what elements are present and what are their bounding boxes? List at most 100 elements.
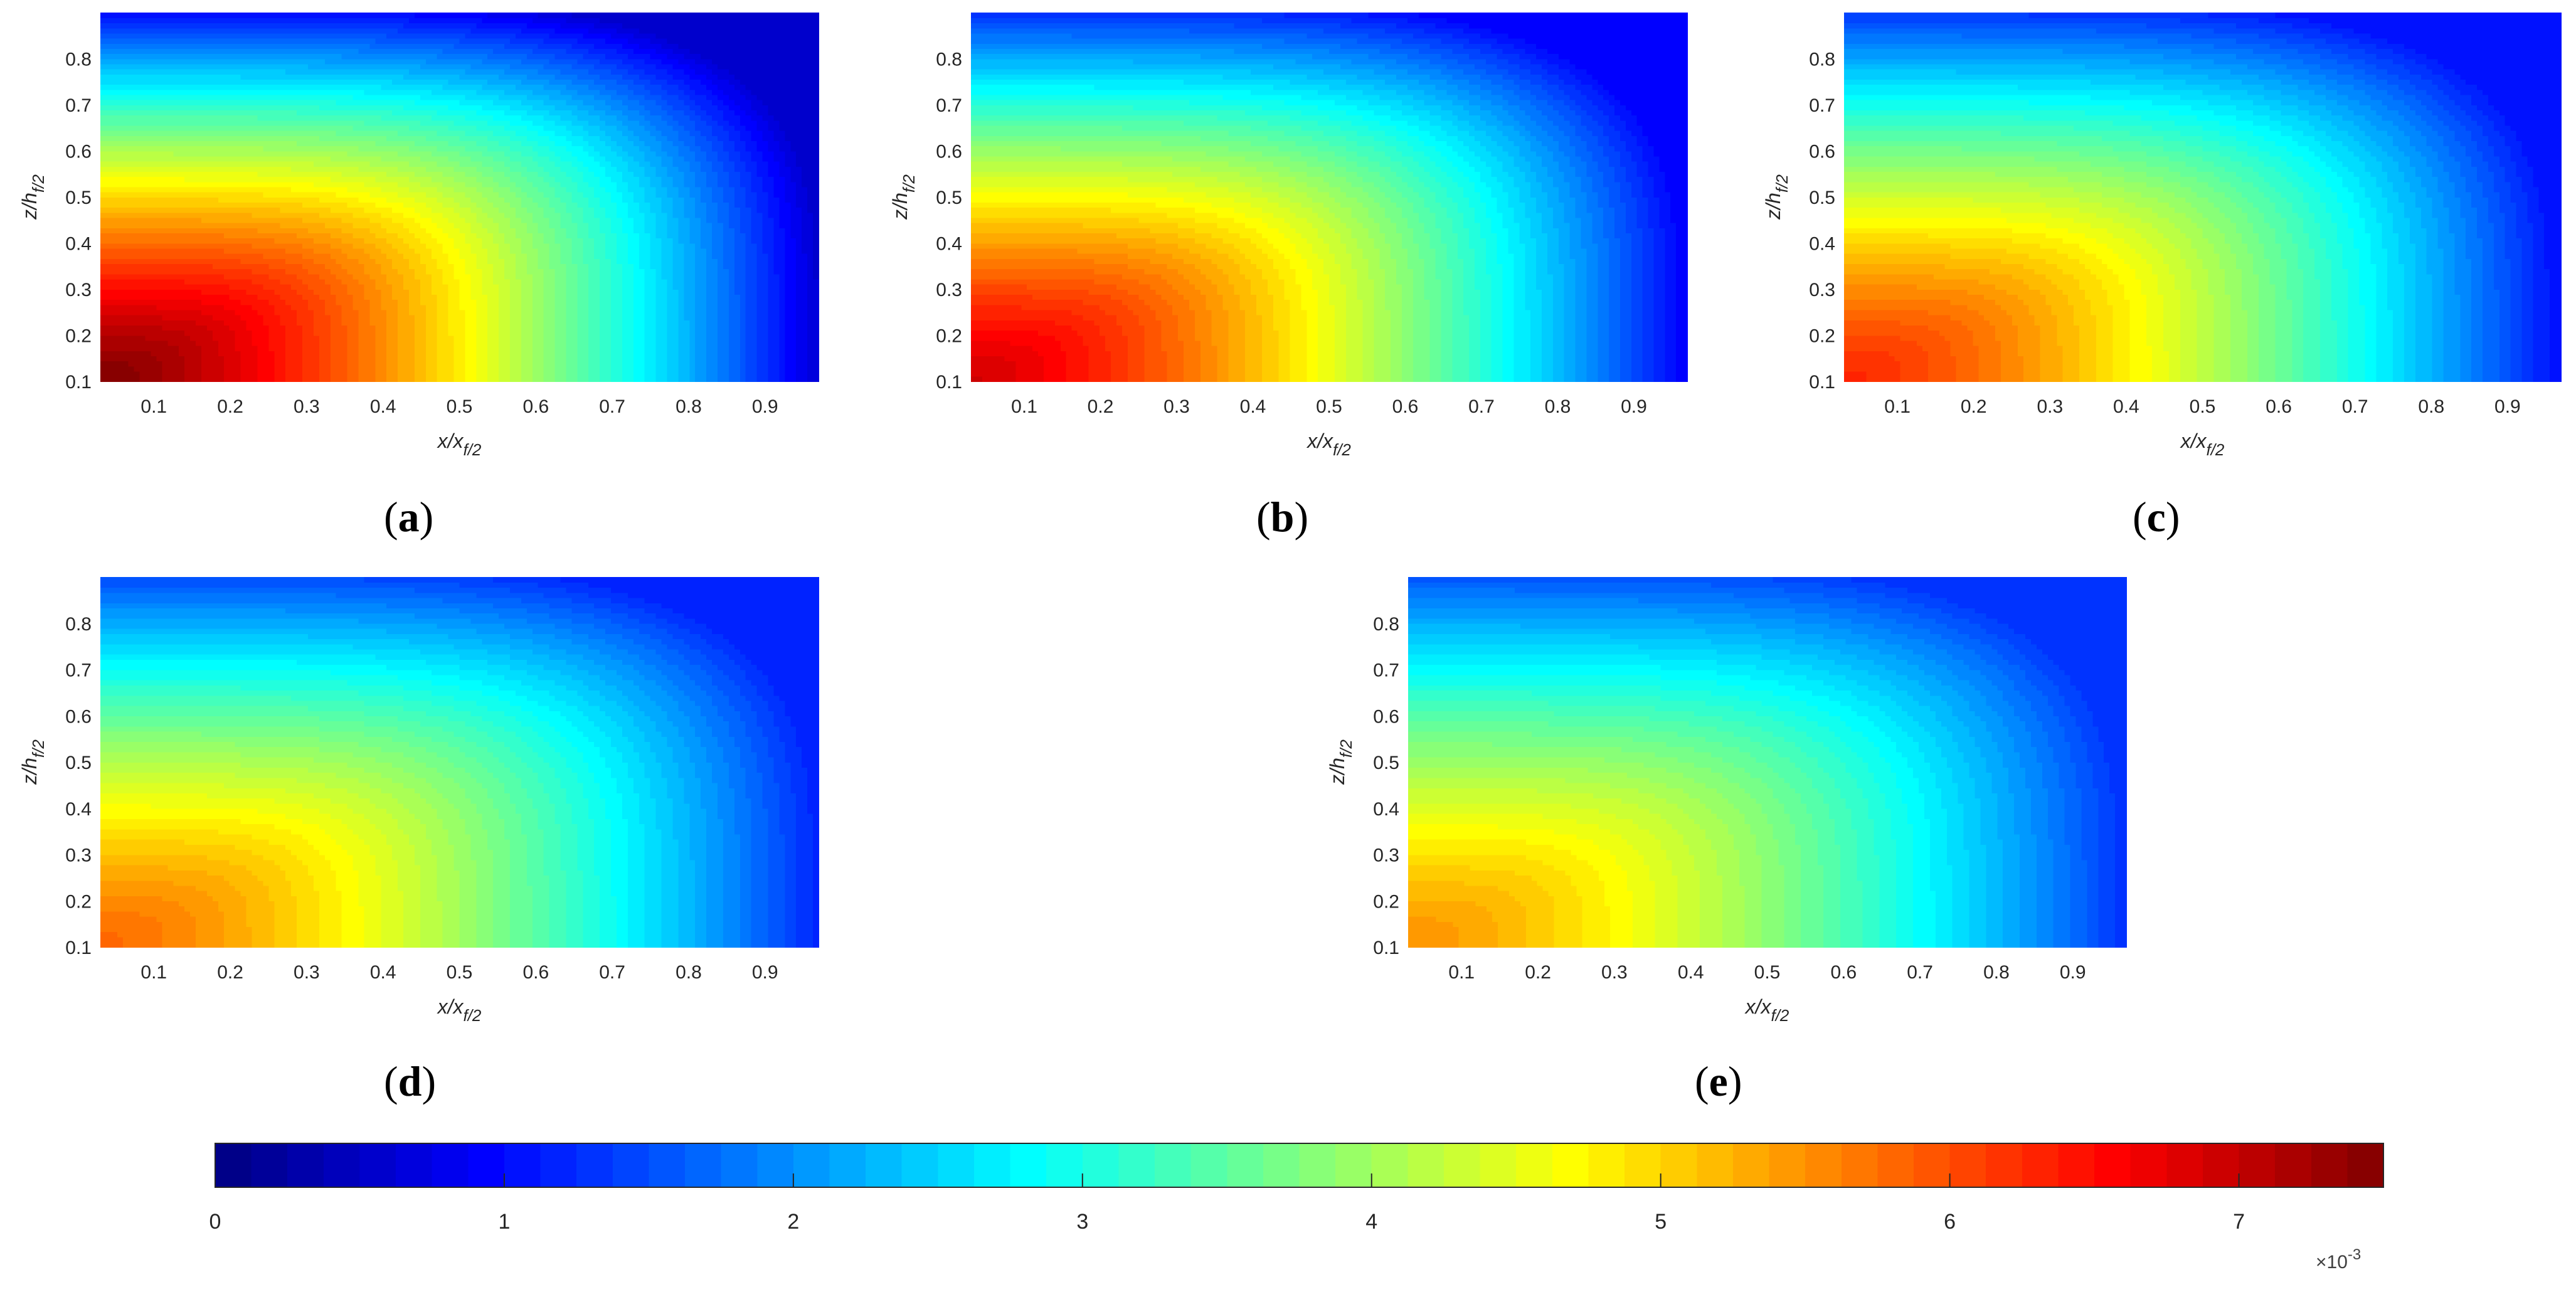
contour-cell	[140, 310, 146, 315]
contour-cell	[129, 320, 135, 326]
contour-cell	[100, 64, 107, 70]
contour-cell	[106, 192, 112, 198]
contour-cell	[129, 294, 135, 300]
contour-cell	[100, 151, 107, 157]
contour-cell	[134, 135, 140, 141]
contour-cell	[100, 258, 107, 264]
contour-cell	[112, 187, 118, 193]
contour-cell	[117, 166, 124, 172]
contour-cell	[151, 64, 157, 70]
contour-cell	[146, 233, 152, 238]
contour-cell	[167, 351, 174, 356]
contour-cell	[106, 38, 112, 44]
contour-cell	[123, 253, 129, 259]
contour-cell	[134, 110, 140, 115]
contour-cell	[140, 279, 146, 285]
contour-cell	[156, 43, 162, 49]
contour-cell	[117, 151, 124, 157]
contour-cell	[100, 69, 107, 75]
contour-cell	[162, 13, 168, 18]
contour-cell	[140, 351, 146, 356]
contour-cell	[123, 110, 129, 115]
contour-cell	[100, 95, 107, 100]
contour-cell	[129, 166, 135, 172]
contour-cell	[123, 74, 129, 80]
contour-cell	[156, 310, 162, 315]
contour-cell	[140, 320, 146, 326]
contour-cell	[129, 305, 135, 310]
contour-cell	[146, 28, 152, 34]
contour-cell	[106, 305, 112, 310]
contour-cell	[140, 341, 146, 346]
contour-cell	[106, 233, 112, 238]
contour-cell	[112, 330, 118, 336]
contour-cell	[129, 289, 135, 295]
contour-cell	[162, 325, 168, 331]
contour-cell	[151, 48, 157, 54]
contour-cell	[117, 64, 124, 70]
contour-cell	[123, 192, 129, 198]
contour-cell	[100, 140, 107, 146]
contour-cell	[134, 233, 140, 238]
contour-cell	[162, 366, 168, 372]
contour-cell	[112, 13, 118, 18]
contour-cell	[162, 182, 168, 188]
contour-cell	[106, 64, 112, 70]
contour-cell	[151, 243, 157, 249]
contour-cell	[140, 243, 146, 249]
contour-cell	[162, 64, 168, 70]
contour-cell	[123, 140, 129, 146]
contour-cell	[151, 100, 157, 105]
contour-cell	[140, 305, 146, 310]
contour-cell	[151, 171, 157, 177]
contour-cell	[129, 207, 135, 213]
contour-cell	[106, 48, 112, 54]
contour-cell	[140, 336, 146, 341]
contour-cell	[100, 289, 107, 295]
contour-cell	[140, 95, 146, 100]
contour-cell	[162, 233, 168, 238]
contour-cell	[151, 341, 157, 346]
contour-cell	[100, 330, 107, 336]
contour-cell	[146, 100, 152, 105]
contour-cell	[117, 263, 124, 269]
contour-cell	[129, 33, 135, 39]
contour-cell	[134, 320, 140, 326]
contour-cell	[129, 346, 135, 351]
contour-cell	[162, 279, 168, 285]
contour-cell	[112, 248, 118, 254]
contour-cell	[123, 341, 129, 346]
contour-cell	[162, 95, 168, 100]
contour-cell	[140, 361, 146, 366]
contour-cell	[117, 336, 124, 341]
contour-cell	[112, 336, 118, 341]
contour-cell	[123, 346, 129, 351]
contour-cell	[134, 207, 140, 213]
contour-cell	[151, 294, 157, 300]
contour-cell	[134, 218, 140, 223]
contour-cell	[162, 90, 168, 95]
contour-cell	[106, 18, 112, 23]
contour-cell	[106, 371, 112, 377]
contour-cell	[151, 187, 157, 193]
contour-cell	[146, 182, 152, 188]
contour-cell	[129, 140, 135, 146]
contour-cell	[134, 23, 140, 28]
contour-cell	[117, 310, 124, 315]
contour-cell	[134, 125, 140, 131]
contour-cell	[100, 310, 107, 315]
contour-cell	[151, 120, 157, 126]
contour-cell	[123, 43, 129, 49]
contour-cell	[100, 156, 107, 162]
contour-cell	[146, 274, 152, 280]
contour-cell	[151, 263, 157, 269]
contour-cell	[112, 59, 118, 65]
contour-cell	[162, 197, 168, 203]
contour-cell	[151, 366, 157, 372]
contour-cell	[100, 192, 107, 198]
contour-cell	[106, 130, 112, 136]
contour-cell	[100, 130, 107, 136]
contour-cell	[129, 197, 135, 203]
contour-cell	[156, 95, 162, 100]
contour-cell	[100, 279, 107, 285]
